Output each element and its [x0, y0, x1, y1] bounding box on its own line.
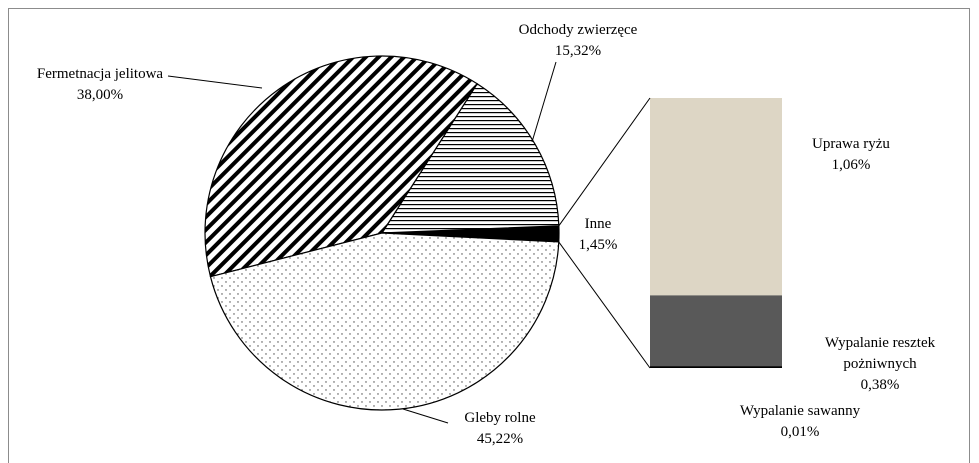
breakdown-segment	[650, 98, 782, 296]
breakdown-label-line: 0,01%	[780, 424, 820, 440]
leader-line	[167, 75, 263, 89]
slice-label-line: Fermetnacja jelitowa	[36, 66, 164, 82]
slice-label: Fermetnacja jelitowa 38,00%	[0, 64, 200, 106]
breakdown-label-line: 1,06%	[831, 157, 871, 173]
breakdown-label: Uprawa ryżu 1,06%	[751, 134, 951, 176]
breakdown-label: Wypalanie sawanny 0,01%	[700, 401, 900, 443]
slice-label: Inne 1,45%	[563, 214, 633, 256]
breakdown-segment	[650, 295, 782, 367]
slice-label-line: 15,32%	[554, 43, 602, 59]
pie-slice	[204, 55, 478, 278]
breakdown-label-line: 0,38%	[860, 377, 900, 393]
breakdown-label: Wypalanie resztek pożniwnych 0,38%	[795, 333, 965, 396]
slice-label-line: Gleby rolne	[464, 410, 536, 426]
breakdown-label-line: Uprawa ryżu	[812, 136, 890, 152]
slice-label-line: Inne	[584, 216, 612, 232]
pie-slice	[209, 232, 560, 411]
slice-label-line: 1,45%	[578, 237, 618, 253]
slice-label-line: 45,22%	[476, 431, 524, 447]
connector-line	[558, 241, 651, 369]
slice-label-line: 38,00%	[76, 87, 124, 103]
frame	[8, 8, 970, 463]
breakdown-label-line: Wypalanie resztek pożniwnych	[824, 335, 936, 372]
breakdown-segment	[650, 366, 782, 368]
leader-line	[402, 408, 449, 424]
pie-slice	[380, 82, 560, 234]
connector-line	[558, 97, 651, 227]
slice-label-line: Odchody zwierzęce	[518, 22, 638, 38]
slice-label: Gleby rolne 45,22%	[400, 408, 600, 450]
breakdown-label-line: Wypalanie sawanny	[739, 403, 861, 419]
slice-label: Odchody zwierzęce 15,32%	[478, 20, 678, 62]
leader-line	[531, 61, 557, 143]
